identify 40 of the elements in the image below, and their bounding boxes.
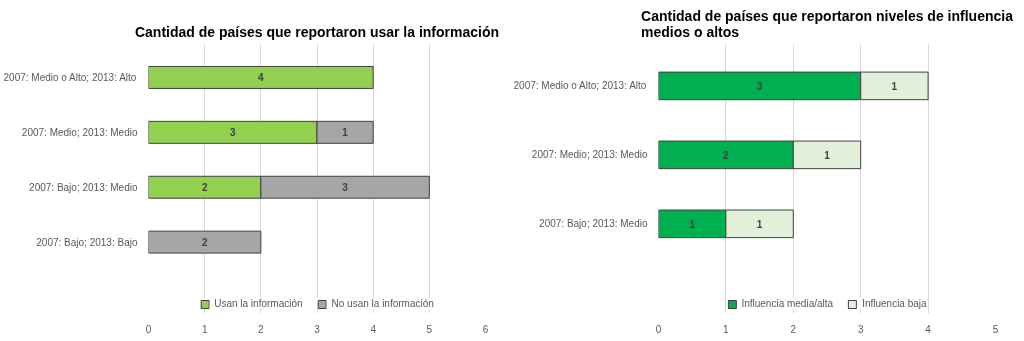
legend-label: No usan la información: [331, 298, 434, 309]
x-tick-label: 2: [258, 323, 265, 335]
x-tick-label: 4: [925, 323, 932, 335]
data-label: 1: [824, 149, 831, 161]
data-label: 2: [201, 237, 208, 249]
x-tick-label: 6: [482, 323, 489, 335]
y-tick-label: 2007: Bajo; 2013: Bajo: [36, 236, 138, 248]
data-label: 2: [201, 182, 208, 194]
x-tick-label: 2: [790, 323, 797, 335]
legend-label: Influencia media/alta: [741, 298, 834, 309]
data-label: 3: [756, 80, 763, 92]
x-tick-label: 5: [992, 323, 999, 335]
data-label: 3: [229, 127, 236, 139]
data-label: 1: [756, 218, 763, 230]
chart-title: Cantidad de países que reportaron usar la información: [134, 23, 500, 40]
y-tick-label: 2007: Medio; 2013: Medio: [531, 149, 648, 161]
legend-label: Influencia baja: [862, 298, 927, 309]
y-tick-label: 2007: Medio; 2013: Medio: [21, 126, 138, 138]
data-label: 3: [342, 182, 349, 194]
x-tick-label: 1: [723, 323, 730, 335]
x-tick-label: 5: [426, 323, 433, 335]
data-label: 1: [689, 218, 696, 230]
y-tick-label: 2007: Bajo; 2013: Medio: [29, 181, 138, 193]
x-tick-label: 4: [370, 323, 377, 335]
y-tick-label: 2007: Medio o Alto; 2013: Alto: [513, 80, 647, 92]
data-label: 2: [723, 149, 730, 161]
y-tick-label: 2007: Medio o Alto; 2013: Alto: [3, 71, 137, 83]
data-label: 4: [258, 72, 265, 84]
x-tick-label: 1: [201, 323, 208, 335]
legend-label: Usan la información: [214, 298, 303, 309]
y-tick-label: 2007: Bajo; 2013: Medio: [539, 218, 648, 230]
x-tick-label: 3: [857, 323, 864, 335]
chart-title: Cantidad de países que reportaron niveles de influencia medios o altos: [641, 7, 1014, 40]
bar: [148, 65, 374, 89]
bar: [148, 230, 262, 254]
x-tick-label: 0: [145, 323, 152, 335]
data-label: 1: [342, 127, 349, 139]
data-label: 1: [891, 80, 898, 92]
x-tick-label: 0: [655, 323, 662, 335]
x-tick-label: 3: [314, 323, 321, 335]
